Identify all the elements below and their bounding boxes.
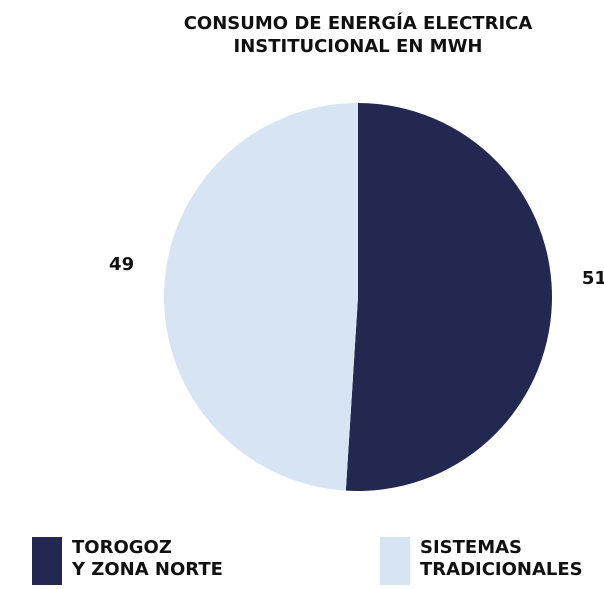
legend-item: TOROGOZ Y ZONA NORTE [32, 537, 223, 585]
chart-title: CONSUMO DE ENERGÍA ELECTRICA [184, 12, 533, 34]
legend-item: SISTEMAS TRADICIONALES [380, 537, 583, 585]
legend-swatch [32, 537, 62, 585]
data-label: 51% [582, 268, 604, 289]
data-label: 49 [109, 254, 134, 275]
legend-swatch [380, 537, 410, 585]
chart-title: INSTITUCIONAL EN MWH [234, 36, 483, 57]
pie-slice [345, 103, 553, 492]
legend-label: SISTEMAS TRADICIONALES [420, 537, 583, 580]
legend-label: TOROGOZ Y ZONA NORTE [72, 537, 223, 580]
pie-slice [164, 103, 358, 491]
